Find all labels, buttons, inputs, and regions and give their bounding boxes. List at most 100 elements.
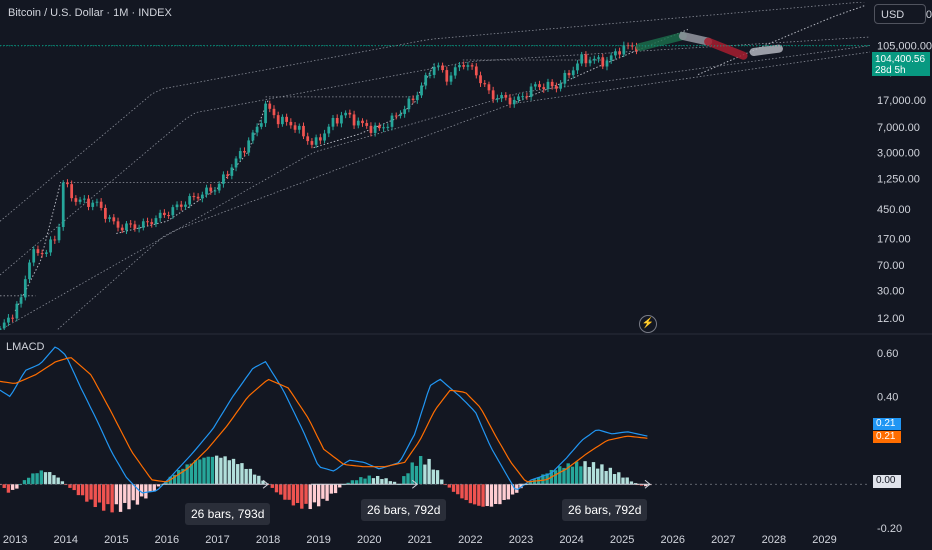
candle-body — [369, 125, 373, 133]
candle-body — [352, 114, 356, 126]
indicator-axis-label: 0.40 — [877, 392, 898, 404]
candle-body — [213, 190, 217, 192]
candle-body — [222, 174, 225, 184]
candle-body — [120, 227, 124, 231]
histogram-bar — [35, 473, 39, 485]
candle-body — [390, 115, 394, 127]
histogram-bar — [629, 481, 634, 485]
candle-body — [462, 65, 466, 67]
indicator-name[interactable]: LMACD — [6, 341, 45, 353]
candle-body — [580, 54, 584, 64]
price-axis-label: 450.00 — [877, 204, 911, 216]
candle-body — [91, 202, 95, 207]
histogram-bar — [338, 484, 342, 488]
histogram-bar — [202, 457, 206, 485]
candle-body — [243, 151, 246, 153]
candle-body — [630, 45, 634, 47]
candle-body — [479, 75, 482, 84]
histogram-bar — [206, 456, 210, 485]
candle-body — [61, 182, 65, 228]
candle-body — [302, 125, 305, 137]
candle-body — [407, 98, 411, 110]
price-axis-label: 17,000.00 — [877, 95, 926, 107]
histogram-bar — [418, 456, 423, 485]
histogram-bar — [558, 466, 562, 485]
time-axis-label: 2026 — [660, 534, 684, 546]
candle-body — [209, 187, 213, 192]
histogram-bar — [93, 484, 97, 508]
histogram-bar — [375, 475, 380, 485]
candle-body — [281, 116, 284, 125]
histogram-bar — [388, 481, 393, 485]
candle-body — [453, 67, 457, 76]
histogram-bar — [68, 484, 72, 488]
candle-body — [217, 183, 221, 191]
candle-body — [559, 83, 562, 89]
candle-body — [314, 137, 318, 145]
candle-body — [32, 249, 36, 263]
candle-body — [247, 140, 251, 153]
candle-body — [348, 112, 352, 115]
histogram-bar — [587, 467, 591, 485]
currency-button[interactable]: USD — [874, 4, 926, 24]
candle-body — [129, 223, 133, 225]
histogram-bar — [312, 484, 317, 503]
candle-body — [500, 95, 503, 99]
histogram-bar — [219, 457, 223, 485]
histogram-bar — [321, 484, 325, 499]
candle-body — [104, 207, 107, 219]
histogram-bar — [270, 484, 274, 488]
candle-body — [318, 137, 322, 141]
histogram-bar — [604, 470, 608, 485]
price-axis-label: 7,000.00 — [877, 122, 920, 134]
price-axis-label: 70.00 — [877, 260, 905, 272]
candle-body — [28, 262, 31, 280]
candle-body — [538, 84, 541, 88]
zero-value-tag: 0.00 — [873, 475, 901, 488]
candle-body — [622, 45, 626, 55]
candle-body — [272, 108, 276, 116]
histogram-bar — [562, 467, 566, 485]
candle-body — [382, 127, 385, 129]
candle-body — [576, 63, 579, 71]
histogram-bar — [579, 466, 583, 485]
time-axis-label: 2027 — [711, 534, 735, 546]
last-price-tag: 104,400.56 28d 5h — [872, 52, 930, 76]
channel-line — [0, 45, 870, 330]
histogram-bar — [316, 484, 321, 507]
candle-body — [424, 75, 428, 86]
histogram-bar — [240, 463, 244, 485]
histogram-bar — [570, 466, 575, 485]
candle-body — [310, 141, 314, 145]
projection-segment — [678, 31, 713, 46]
parabolic-curve — [116, 100, 269, 234]
histogram-bar — [52, 475, 56, 485]
histogram-bar — [456, 484, 460, 495]
histogram-bar — [127, 484, 131, 510]
histogram-bar — [431, 469, 435, 485]
histogram-bar — [15, 484, 19, 489]
histogram-bar — [118, 484, 123, 512]
histogram-bar — [414, 465, 419, 485]
histogram-bar — [139, 484, 144, 497]
candle-body — [399, 113, 402, 116]
range-arrow — [411, 479, 419, 489]
lightning-icon[interactable]: ⚡ — [639, 315, 657, 333]
candle-body — [327, 126, 331, 134]
indicator-axis-label: -0.20 — [877, 523, 902, 535]
histogram-bar — [110, 484, 114, 513]
histogram-bar — [227, 460, 231, 485]
time-axis-label: 2028 — [762, 534, 786, 546]
projection-segment — [635, 31, 687, 52]
candle-body — [44, 252, 48, 254]
histogram-bar — [367, 475, 371, 485]
candle-body — [125, 223, 128, 231]
candle-body — [609, 55, 613, 61]
histogram-bar — [489, 484, 494, 507]
histogram-bar — [39, 470, 43, 485]
channel-line — [0, 2, 867, 222]
histogram-bar — [541, 474, 545, 485]
candle-body — [23, 279, 27, 298]
candle-body — [234, 158, 238, 168]
